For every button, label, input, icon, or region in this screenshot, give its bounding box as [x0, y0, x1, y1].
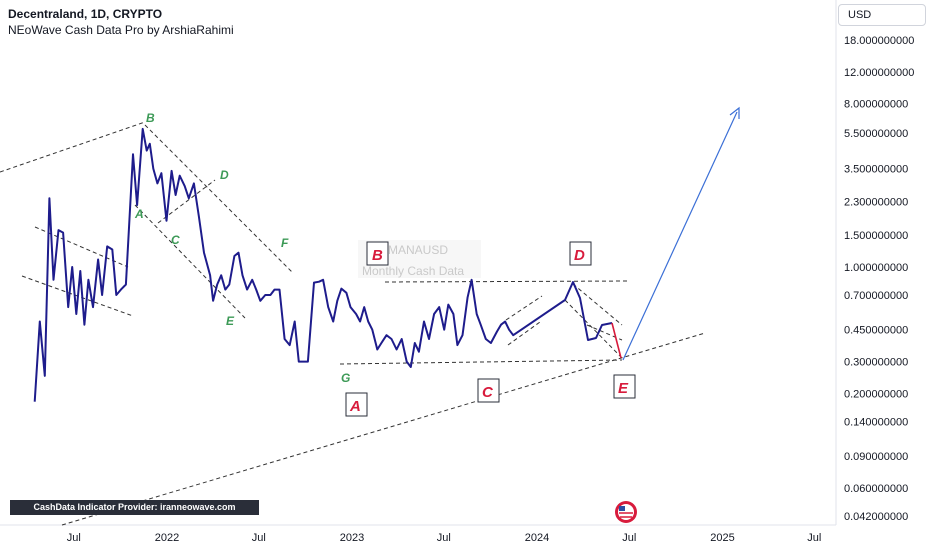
major-wave-labels: B D A C E: [345, 241, 636, 417]
projection-arrow: [622, 111, 738, 361]
price-line: [33, 127, 613, 402]
wave-label-d-minor: D: [220, 168, 229, 182]
time-axis[interactable]: Jul 2022 Jul 2023 Jul 2024 Jul 2025 Jul: [67, 532, 822, 544]
price-tick-label: 0.200000000: [844, 388, 908, 400]
e-leg-upper-line: [572, 283, 623, 326]
c-leg-upper-line: [505, 295, 543, 321]
wave-label-c-minor: C: [171, 233, 180, 247]
label-e-box: [613, 374, 636, 399]
symbol-watermark: MANAUSD: [388, 243, 448, 257]
time-tick-label: Jul: [67, 532, 81, 544]
price-tick-label: 12.000000000: [844, 67, 914, 79]
price-tick-label: 5.500000000: [844, 128, 908, 140]
lower-wedge-line: [134, 204, 246, 319]
time-tick-label: 2023: [340, 532, 364, 544]
price-tick-label: 1.000000000: [844, 262, 908, 274]
price-axis[interactable]: 18.000000000 12.000000000 8.000000000 5.500…: [844, 35, 914, 523]
upper-channel-line: [0, 121, 146, 173]
b-d-line: [157, 179, 216, 224]
price-tick-label: 3.500000000: [844, 164, 908, 176]
wave-label-e: E: [618, 380, 629, 397]
time-tick-label: 2025: [710, 532, 734, 544]
wave-label-d: D: [574, 247, 585, 264]
label-c-box: [477, 378, 500, 403]
wave-guide-lines: [0, 121, 706, 526]
wave-label-g-minor: G: [341, 371, 350, 385]
upper-wedge-line: [144, 124, 293, 273]
time-tick-label: Jul: [807, 532, 821, 544]
time-tick-label: 2022: [155, 532, 179, 544]
wave-label-b-minor: B: [146, 111, 155, 125]
price-tick-label: 0.700000000: [844, 290, 908, 302]
us-flag-event-icon[interactable]: [615, 501, 637, 523]
range-top-line: [384, 280, 631, 283]
projection-arrowhead: [729, 106, 740, 119]
price-tick-label: 0.060000000: [844, 483, 908, 495]
wave-label-a-minor: A: [134, 207, 144, 221]
watermark-caption: Monthly Cash Data: [362, 264, 464, 278]
label-d-box: [569, 241, 592, 266]
wave-label-b: B: [372, 247, 383, 264]
provider-label: CashData Indicator Provider: iranneowave…: [10, 500, 259, 515]
price-tick-label: 0.042000000: [844, 511, 908, 523]
price-tick-label: 18.000000000: [844, 35, 914, 47]
wave-label-e-minor: E: [226, 314, 235, 328]
range-bottom-line: [339, 359, 623, 365]
wave-label-f-minor: F: [281, 236, 289, 250]
price-tick-label: 0.140000000: [844, 416, 908, 428]
time-tick-label: 2024: [525, 532, 549, 544]
time-tick-label: Jul: [252, 532, 266, 544]
wave-label-a: A: [349, 398, 361, 415]
label-b-box: [366, 241, 389, 266]
price-tick-label: 1.500000000: [844, 230, 908, 242]
currency-button[interactable]: USD: [838, 4, 926, 26]
final-leg-e: [611, 322, 622, 359]
minor-wave-labels: B A C D E F G: [134, 111, 350, 385]
price-tick-label: 8.000000000: [844, 99, 908, 111]
symbol-title: Decentraland, 1D, CRYPTO: [8, 7, 163, 21]
indicator-title: NEoWave Cash Data Pro by ArshiaRahimi: [8, 23, 234, 37]
price-tick-label: 2.300000000: [844, 197, 908, 209]
label-a-box: [345, 392, 368, 417]
time-tick-label: Jul: [622, 532, 636, 544]
wave-label-c: C: [482, 384, 494, 401]
time-tick-label: Jul: [437, 532, 451, 544]
price-tick-label: 0.450000000: [844, 325, 908, 337]
price-tick-label: 0.090000000: [844, 451, 908, 463]
lower-trendline: [61, 332, 706, 526]
price-tick-label: 0.300000000: [844, 357, 908, 369]
